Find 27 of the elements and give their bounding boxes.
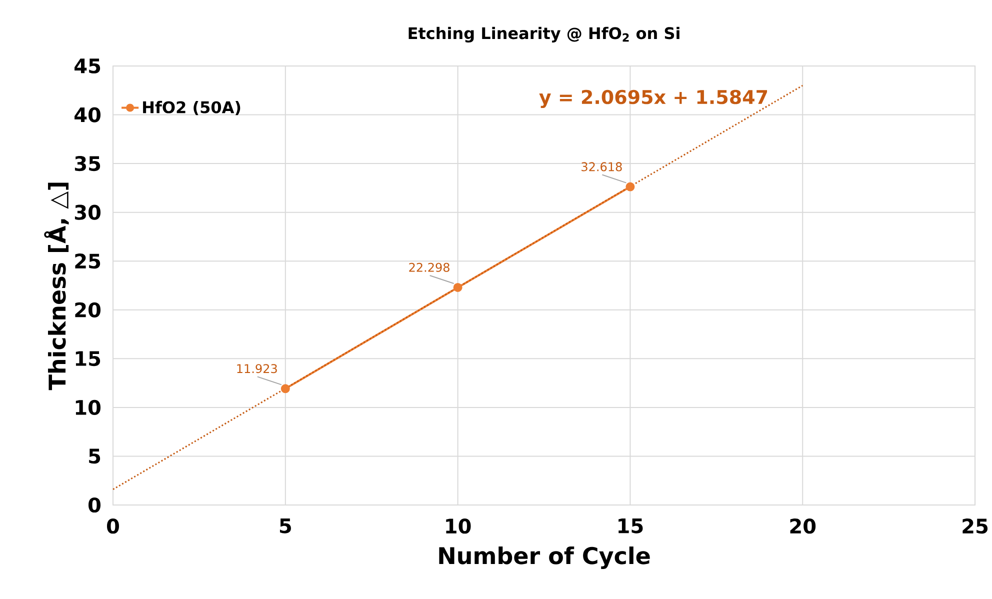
point (280, 384, 290, 394)
y-tick-label: 45 (74, 58, 100, 74)
data-label: 11.923 (237, 364, 277, 374)
y-tick-label: 20 (75, 302, 101, 318)
y-tick-label: 15 (76, 351, 100, 366)
x-tick-label: 15 (618, 518, 643, 534)
point (626, 182, 635, 192)
y-tick-label: 10 (76, 400, 101, 416)
x-axis-title: Number of Cycle (439, 546, 650, 569)
x-tick-label: 25 (962, 518, 988, 534)
point (453, 282, 462, 292)
y-tick-label: 35 (74, 156, 100, 172)
x-tick-label: 20 (790, 518, 816, 534)
y-tick-label: 0 (88, 497, 101, 513)
y-tick-label: 30 (74, 204, 101, 220)
x-tick-label: 10 (446, 518, 471, 534)
data-label: 22.298 (409, 262, 450, 272)
data-label: 32.618 (582, 162, 622, 172)
chart-title: Etching Linearity @ HfO$_{2}$ on Si (408, 26, 680, 42)
x-tick-label: 0 (107, 518, 119, 534)
legend-label: HfO2 (50A) (143, 100, 240, 116)
y-tick-label: 40 (74, 107, 101, 122)
y-tick-label: 25 (75, 254, 100, 269)
y-tick-label: 5 (89, 448, 100, 464)
y-axis-title: Thickness [Å, △] (44, 182, 69, 390)
annotation: y = 2.0695x + 1.5847 (539, 90, 768, 108)
x-tick-label: 5 (280, 518, 291, 534)
